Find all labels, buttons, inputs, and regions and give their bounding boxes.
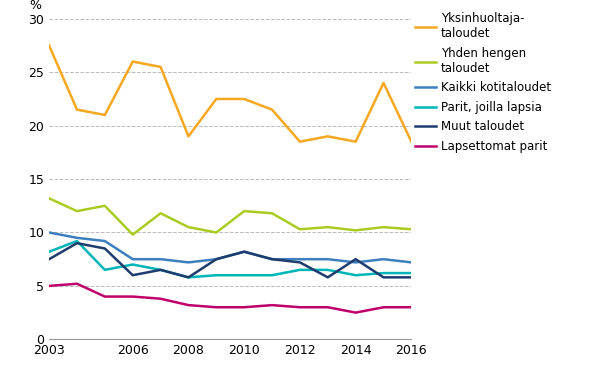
Parit, joilla lapsia (101, 268, 109, 272)
Text: %: % (29, 0, 41, 12)
Lapsettomat parit (324, 305, 332, 310)
Muut taloudet (157, 268, 165, 272)
Kaikki kotitaloudet (101, 239, 109, 243)
Lapsettomat parit (212, 305, 220, 310)
Line: Yksinhuoltaja-
taloudet: Yksinhuoltaja- taloudet (49, 46, 411, 142)
Kaikki kotitaloudet (212, 257, 220, 262)
Kaikki kotitaloudet (185, 260, 192, 265)
Yhden hengen
taloudet (45, 196, 53, 201)
Line: Parit, joilla lapsia: Parit, joilla lapsia (49, 241, 411, 277)
Parit, joilla lapsia (296, 268, 303, 272)
Yksinhuoltaja-
taloudet (324, 134, 332, 139)
Parit, joilla lapsia (380, 271, 387, 275)
Muut taloudet (101, 246, 109, 251)
Kaikki kotitaloudet (324, 257, 332, 262)
Yhden hengen
taloudet (212, 230, 220, 235)
Parit, joilla lapsia (352, 273, 359, 277)
Yhden hengen
taloudet (185, 225, 192, 229)
Yksinhuoltaja-
taloudet (268, 107, 276, 112)
Kaikki kotitaloudet (296, 257, 303, 262)
Muut taloudet (380, 275, 387, 280)
Muut taloudet (45, 257, 53, 262)
Yksinhuoltaja-
taloudet (157, 65, 165, 69)
Lapsettomat parit (129, 294, 136, 299)
Parit, joilla lapsia (73, 239, 80, 243)
Yksinhuoltaja-
taloudet (185, 134, 192, 139)
Muut taloudet (241, 250, 248, 254)
Yksinhuoltaja-
taloudet (380, 81, 387, 85)
Muut taloudet (268, 257, 276, 262)
Line: Muut taloudet: Muut taloudet (49, 243, 411, 277)
Muut taloudet (129, 273, 136, 277)
Lapsettomat parit (185, 303, 192, 307)
Yhden hengen
taloudet (101, 204, 109, 208)
Muut taloudet (352, 257, 359, 262)
Parit, joilla lapsia (212, 273, 220, 277)
Muut taloudet (212, 257, 220, 262)
Muut taloudet (296, 260, 303, 265)
Lapsettomat parit (157, 296, 165, 301)
Kaikki kotitaloudet (241, 250, 248, 254)
Kaikki kotitaloudet (380, 257, 387, 262)
Yksinhuoltaja-
taloudet (296, 139, 303, 144)
Yksinhuoltaja-
taloudet (352, 139, 359, 144)
Yhden hengen
taloudet (241, 209, 248, 213)
Parit, joilla lapsia (408, 271, 415, 275)
Legend: Yksinhuoltaja-
taloudet, Yhden hengen
taloudet, Kaikki kotitaloudet, Parit, joil: Yksinhuoltaja- taloudet, Yhden hengen ta… (415, 12, 551, 153)
Yksinhuoltaja-
taloudet (408, 139, 415, 144)
Yksinhuoltaja-
taloudet (129, 59, 136, 64)
Kaikki kotitaloudet (352, 260, 359, 265)
Yhden hengen
taloudet (73, 209, 80, 213)
Parit, joilla lapsia (129, 262, 136, 267)
Kaikki kotitaloudet (129, 257, 136, 262)
Yhden hengen
taloudet (157, 211, 165, 216)
Kaikki kotitaloudet (408, 260, 415, 265)
Yhden hengen
taloudet (296, 227, 303, 231)
Parit, joilla lapsia (324, 268, 332, 272)
Yksinhuoltaja-
taloudet (73, 107, 80, 112)
Muut taloudet (408, 275, 415, 280)
Line: Yhden hengen
taloudet: Yhden hengen taloudet (49, 198, 411, 234)
Kaikki kotitaloudet (157, 257, 165, 262)
Yhden hengen
taloudet (129, 232, 136, 237)
Line: Lapsettomat parit: Lapsettomat parit (49, 284, 411, 313)
Parit, joilla lapsia (241, 273, 248, 277)
Muut taloudet (324, 275, 332, 280)
Parit, joilla lapsia (185, 275, 192, 280)
Kaikki kotitaloudet (45, 230, 53, 235)
Lapsettomat parit (268, 303, 276, 307)
Parit, joilla lapsia (45, 250, 53, 254)
Lapsettomat parit (241, 305, 248, 310)
Lapsettomat parit (380, 305, 387, 310)
Lapsettomat parit (45, 284, 53, 288)
Yksinhuoltaja-
taloudet (101, 113, 109, 117)
Line: Kaikki kotitaloudet: Kaikki kotitaloudet (49, 233, 411, 262)
Yhden hengen
taloudet (408, 227, 415, 231)
Muut taloudet (73, 241, 80, 245)
Muut taloudet (185, 275, 192, 280)
Yhden hengen
taloudet (380, 225, 387, 229)
Yhden hengen
taloudet (352, 228, 359, 233)
Yksinhuoltaja-
taloudet (45, 43, 53, 48)
Lapsettomat parit (352, 310, 359, 315)
Parit, joilla lapsia (268, 273, 276, 277)
Lapsettomat parit (101, 294, 109, 299)
Yhden hengen
taloudet (324, 225, 332, 229)
Kaikki kotitaloudet (268, 257, 276, 262)
Yksinhuoltaja-
taloudet (241, 97, 248, 101)
Lapsettomat parit (73, 282, 80, 286)
Parit, joilla lapsia (157, 268, 165, 272)
Yksinhuoltaja-
taloudet (212, 97, 220, 101)
Lapsettomat parit (408, 305, 415, 310)
Lapsettomat parit (296, 305, 303, 310)
Yhden hengen
taloudet (268, 211, 276, 216)
Kaikki kotitaloudet (73, 236, 80, 240)
